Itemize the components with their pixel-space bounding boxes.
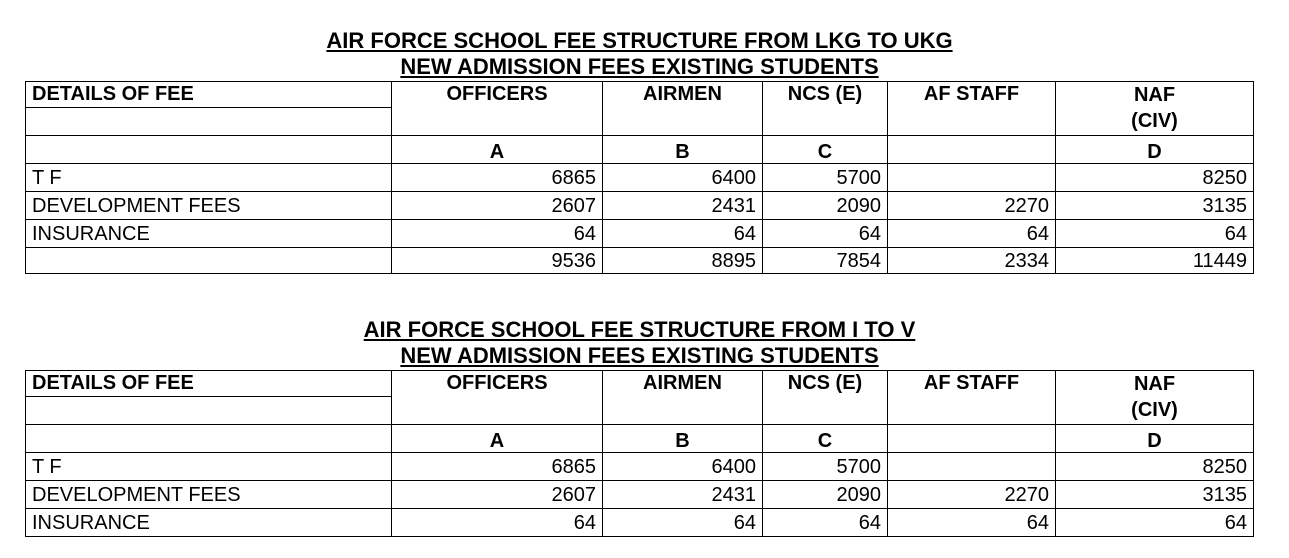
fee-amount: 64 (602, 219, 763, 248)
column-code: C (762, 424, 888, 453)
column-code (887, 135, 1056, 164)
fee-amount: 64 (887, 508, 1056, 537)
empty-cell (25, 247, 392, 274)
fee-name: DEVELOPMENT FEES (25, 480, 392, 509)
column-code: A (391, 135, 603, 164)
column-code: D (1055, 135, 1254, 164)
header-cell: AF STAFF (887, 370, 1056, 425)
fee-amount: 64 (1055, 219, 1254, 248)
total-amount: 2334 (887, 247, 1056, 274)
fee-amount: 2607 (391, 480, 603, 509)
empty-cell (25, 107, 392, 136)
fee-amount: 64 (762, 508, 888, 537)
fee-row: INSURANCE 64 64 64 64 64 (25, 508, 1254, 537)
header-cell: AIRMEN (602, 81, 763, 136)
fee-section: AIR FORCE SCHOOL FEE STRUCTURE FROM LKG … (25, 28, 1254, 274)
fee-row: T F 6865 6400 5700 8250 (25, 163, 1254, 192)
fee-amount: 6865 (391, 163, 603, 192)
fee-amount: 64 (1055, 508, 1254, 537)
header-cell: AIRMEN (602, 370, 763, 425)
header-cell: DETAILS OF FEE (25, 81, 392, 108)
header-cell: OFFICERS (391, 81, 603, 136)
fee-amount (887, 163, 1056, 192)
fee-amount: 64 (391, 508, 603, 537)
fee-row: DEVELOPMENT FEES 2607 2431 2090 2270 3135 (25, 191, 1254, 220)
fee-amount: 64 (887, 219, 1056, 248)
column-code: C (762, 135, 888, 164)
fee-row: DEVELOPMENT FEES 2607 2431 2090 2270 3135 (25, 480, 1254, 509)
column-code (887, 424, 1056, 453)
fee-amount: 2090 (762, 480, 888, 509)
fee-amount: 2270 (887, 480, 1056, 509)
column-code: A (391, 424, 603, 453)
fee-table: DETAILS OF FEE OFFICERS AIRMEN NCS (E) AF ST… (25, 370, 1254, 537)
fee-amount (887, 452, 1056, 481)
header-cell: OFFICERS (391, 370, 603, 425)
column-code: B (602, 135, 763, 164)
total-amount: 7854 (762, 247, 888, 274)
empty-cell (25, 396, 392, 425)
fee-section: AIR FORCE SCHOOL FEE STRUCTURE FROM I TO… (25, 317, 1254, 547)
fee-amount: 5700 (762, 163, 888, 192)
fee-name: T F (25, 452, 392, 481)
fee-amount: 2431 (602, 480, 763, 509)
fee-table: DETAILS OF FEE OFFICERS AIRMEN NCS (E) AF ST… (25, 81, 1254, 274)
fee-amount: 2090 (762, 191, 888, 220)
fee-amount: 64 (391, 219, 603, 248)
header-cell: NCS (E) (762, 370, 888, 425)
column-code: B (602, 424, 763, 453)
empty-cell (25, 135, 392, 164)
fee-name: DEVELOPMENT FEES (25, 191, 392, 220)
section-subtitle: NEW ADMISSION FEES EXISTING STUDENTS (400, 343, 879, 368)
fee-amount: 8250 (1055, 163, 1254, 192)
fee-amount: 6400 (602, 452, 763, 481)
header-row: DETAILS OF FEE OFFICERS AIRMEN NCS (E) AF ST… (25, 81, 1254, 136)
fee-row: INSURANCE 64 64 64 64 64 (25, 219, 1254, 248)
fee-name: INSURANCE (25, 219, 392, 248)
fee-amount: 64 (762, 219, 888, 248)
fee-amount: 2270 (887, 191, 1056, 220)
header-text: NAF (CIV) (1131, 373, 1178, 421)
column-code: D (1055, 424, 1254, 453)
header-text: NAF (CIV) (1131, 84, 1178, 132)
fee-amount: 5700 (762, 452, 888, 481)
section-title: AIR FORCE SCHOOL FEE STRUCTURE FROM I TO… (363, 317, 916, 342)
header-cell: NAF (CIV) (1055, 370, 1254, 425)
empty-cell (25, 424, 392, 453)
total-row: 9536 8895 7854 2334 11449 (25, 247, 1254, 274)
header-row (25, 107, 1254, 136)
fee-amount: 3135 (1055, 480, 1254, 509)
header-cell: NCS (E) (762, 81, 888, 136)
fee-amount: 8250 (1055, 452, 1254, 481)
fee-name: INSURANCE (25, 508, 392, 537)
fee-name: T F (25, 163, 392, 192)
fee-amount: 6400 (602, 163, 763, 192)
fee-amount: 2607 (391, 191, 603, 220)
fee-amount: 6865 (391, 452, 603, 481)
fee-row: T F 6865 6400 5700 8250 (25, 452, 1254, 481)
header-cell: DETAILS OF FEE (25, 370, 392, 397)
section-title: AIR FORCE SCHOOL FEE STRUCTURE FROM LKG … (326, 28, 953, 53)
fee-amount: 2431 (602, 191, 763, 220)
section-subtitle: NEW ADMISSION FEES EXISTING STUDENTS (400, 54, 879, 79)
total-amount: 9536 (391, 247, 603, 274)
fee-amount: 3135 (1055, 191, 1254, 220)
total-amount: 8895 (602, 247, 763, 274)
total-amount: 11449 (1055, 247, 1254, 274)
header-cell: NAF (CIV) (1055, 81, 1254, 136)
header-cell: AF STAFF (887, 81, 1056, 136)
header-row: DETAILS OF FEE OFFICERS AIRMEN NCS (E) AF ST… (25, 370, 1254, 425)
fee-amount: 64 (602, 508, 763, 537)
